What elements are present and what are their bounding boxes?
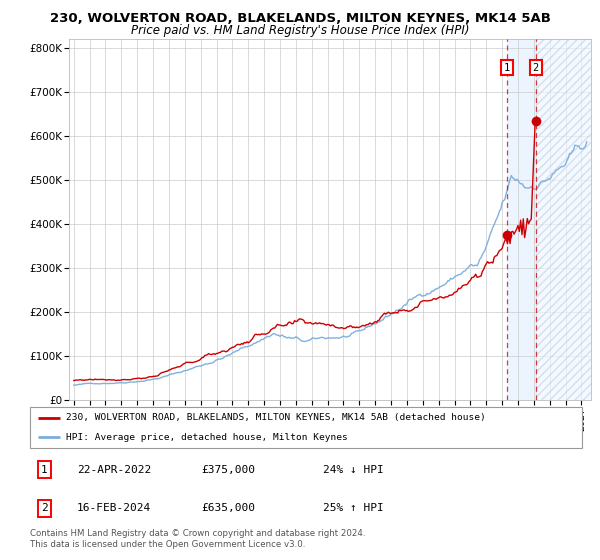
Text: 16-FEB-2024: 16-FEB-2024 (77, 503, 151, 513)
Text: 230, WOLVERTON ROAD, BLAKELANDS, MILTON KEYNES, MK14 5AB (detached house): 230, WOLVERTON ROAD, BLAKELANDS, MILTON … (66, 413, 485, 422)
Text: HPI: Average price, detached house, Milton Keynes: HPI: Average price, detached house, Milt… (66, 433, 347, 442)
Text: £635,000: £635,000 (201, 503, 255, 513)
FancyBboxPatch shape (30, 407, 582, 448)
Text: 2: 2 (533, 63, 539, 73)
Text: 2: 2 (41, 503, 48, 513)
Text: Price paid vs. HM Land Registry's House Price Index (HPI): Price paid vs. HM Land Registry's House … (131, 24, 469, 36)
Text: Contains HM Land Registry data © Crown copyright and database right 2024.
This d: Contains HM Land Registry data © Crown c… (30, 529, 365, 549)
Bar (536, 39, 591, 400)
Text: 24% ↓ HPI: 24% ↓ HPI (323, 465, 383, 475)
Text: 1: 1 (41, 465, 48, 475)
Text: £375,000: £375,000 (201, 465, 255, 475)
Text: 1: 1 (504, 63, 510, 73)
Text: 230, WOLVERTON ROAD, BLAKELANDS, MILTON KEYNES, MK14 5AB: 230, WOLVERTON ROAD, BLAKELANDS, MILTON … (50, 12, 550, 25)
Text: 22-APR-2022: 22-APR-2022 (77, 465, 151, 475)
Bar (507, 39, 591, 400)
Text: 25% ↑ HPI: 25% ↑ HPI (323, 503, 383, 513)
